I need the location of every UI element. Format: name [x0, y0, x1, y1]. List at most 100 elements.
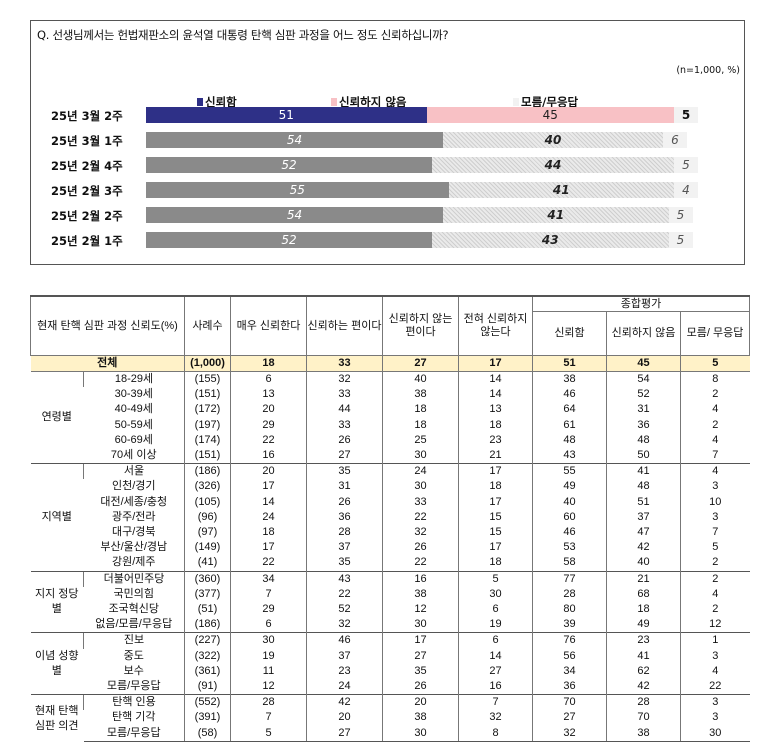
row-n: (377) [184, 586, 231, 603]
category-label: 25년 3월 2주 [51, 109, 123, 123]
cell: 76 [532, 632, 607, 649]
header-title: 현재 탄핵 심판 과정 신뢰도(%) [30, 295, 185, 356]
table-row: 광주/전라 (96) 24 36 22 15 60 37 3 [31, 509, 750, 526]
cell: 35 [306, 555, 383, 572]
row-n: (174) [184, 432, 231, 449]
cell: 37 [606, 509, 681, 526]
legend-trust: 신뢰함 [197, 94, 237, 110]
cell: 15 [458, 525, 533, 541]
row-n: (151) [184, 387, 231, 403]
legend-swatch-trust [197, 98, 203, 106]
total-label: 전체 [30, 355, 185, 372]
cell: 40 [606, 555, 681, 572]
header-col: 매우 신뢰한다 [230, 295, 307, 356]
group-label: 지지 정당별 [30, 570, 84, 633]
table-row: 모름/무응답 (91) 12 24 26 16 36 42 22 [31, 679, 750, 695]
cell: 4 [680, 432, 750, 449]
category-label: 25년 3월 1주 [51, 134, 123, 148]
cell: 6 [230, 371, 307, 388]
cell: 27 [306, 448, 383, 464]
cell: 4 [680, 463, 750, 480]
table-row: 대전/세종/충청 (105) 14 26 33 17 40 51 10 [31, 494, 750, 510]
cell: 52 [606, 387, 681, 403]
table-row: 60-69세 (174) 22 26 25 23 48 48 4 [31, 432, 750, 449]
bar-no: 44 [432, 157, 674, 173]
cell: 42 [306, 694, 383, 711]
cell: 2 [680, 387, 750, 403]
table-row: 현재 탄핵 심판 의견 탄핵 인용 (552) 28 42 20 7 70 28 3 [30, 694, 750, 742]
cell: 27 [306, 725, 383, 742]
cell: 26 [382, 540, 459, 556]
cell: 30 [382, 617, 459, 633]
header-col: 신뢰하지 않는 편이다 [382, 295, 459, 356]
category-label: 25년 2월 1주 [51, 234, 123, 248]
cell: 5 [230, 725, 307, 742]
cell: 38 [382, 387, 459, 403]
row-n: (155) [184, 371, 231, 388]
cell: 7 [458, 694, 533, 711]
cell: 23 [606, 632, 681, 649]
cell: 30 [382, 725, 459, 742]
table-row: 지역별 서울 (186) 20 35 24 17 55 41 4 [30, 463, 750, 572]
cell: 46 [532, 387, 607, 403]
cell: 22 [230, 432, 307, 449]
bar-trust: 52 [146, 157, 432, 173]
cell: 32 [382, 525, 459, 541]
table-row: 연령별 18-29세 (155) 6 32 40 14 38 54 8 [30, 370, 750, 464]
row-label: 30-39세 [114, 388, 153, 401]
bar-dk: 5 [674, 107, 698, 123]
cell: 62 [606, 663, 681, 680]
cell: 8 [680, 371, 750, 388]
cell: 54 [606, 371, 681, 388]
bar-dk: 6 [663, 132, 687, 148]
cell: 40 [532, 494, 607, 510]
category-label: 25년 2월 3주 [51, 184, 123, 198]
bar-trust: 54 [146, 132, 443, 148]
row-n: (186) [184, 617, 231, 633]
header-summary-col: 신뢰함 [532, 311, 607, 356]
cell: 7 [680, 448, 750, 464]
group-label: 지역별 [30, 463, 84, 572]
cell: 38 [382, 586, 459, 603]
header-summary-col: 신뢰하지 않음 [606, 311, 681, 356]
cell: 37 [306, 648, 383, 664]
cell: 43 [306, 570, 383, 587]
bar-no: 41 [443, 207, 669, 223]
total-cell: 51 [532, 355, 607, 372]
total-cell: 18 [230, 355, 307, 372]
cell: 18 [458, 479, 533, 495]
cell: 68 [606, 586, 681, 603]
row-label: 40-49세 [114, 403, 153, 416]
cell: 1 [680, 632, 750, 649]
cell: 22 [382, 509, 459, 526]
cell: 20 [230, 402, 307, 418]
table-row: 조국혁신당 (51) 29 52 12 6 80 18 2 [31, 602, 750, 618]
row-label: 인천/경기 [111, 480, 156, 493]
row-label: 보수 [123, 664, 144, 677]
table-row: 보수 (361) 11 23 35 27 34 62 4 [31, 663, 750, 680]
cell: 10 [680, 494, 750, 510]
row-n: (197) [184, 417, 231, 433]
cell: 33 [306, 387, 383, 403]
cell: 15 [458, 509, 533, 526]
row-n: (186) [184, 463, 231, 480]
cell: 50 [606, 448, 681, 464]
cell: 61 [532, 417, 607, 433]
cell: 17 [230, 540, 307, 556]
total-cell: 17 [458, 355, 533, 372]
bar-dk: 5 [668, 232, 693, 248]
cell: 24 [230, 509, 307, 526]
cell: 36 [606, 417, 681, 433]
cell: 2 [680, 602, 750, 618]
cell: 38 [382, 710, 459, 726]
row-n: (151) [184, 448, 231, 464]
cell: 53 [532, 540, 607, 556]
row-n: (96) [184, 509, 231, 526]
cell: 27 [382, 648, 459, 664]
cell: 32 [532, 725, 607, 742]
cell: 7 [680, 525, 750, 541]
cell: 20 [306, 710, 383, 726]
cell: 27 [532, 710, 607, 726]
cell: 35 [382, 663, 459, 680]
cell: 29 [230, 417, 307, 433]
